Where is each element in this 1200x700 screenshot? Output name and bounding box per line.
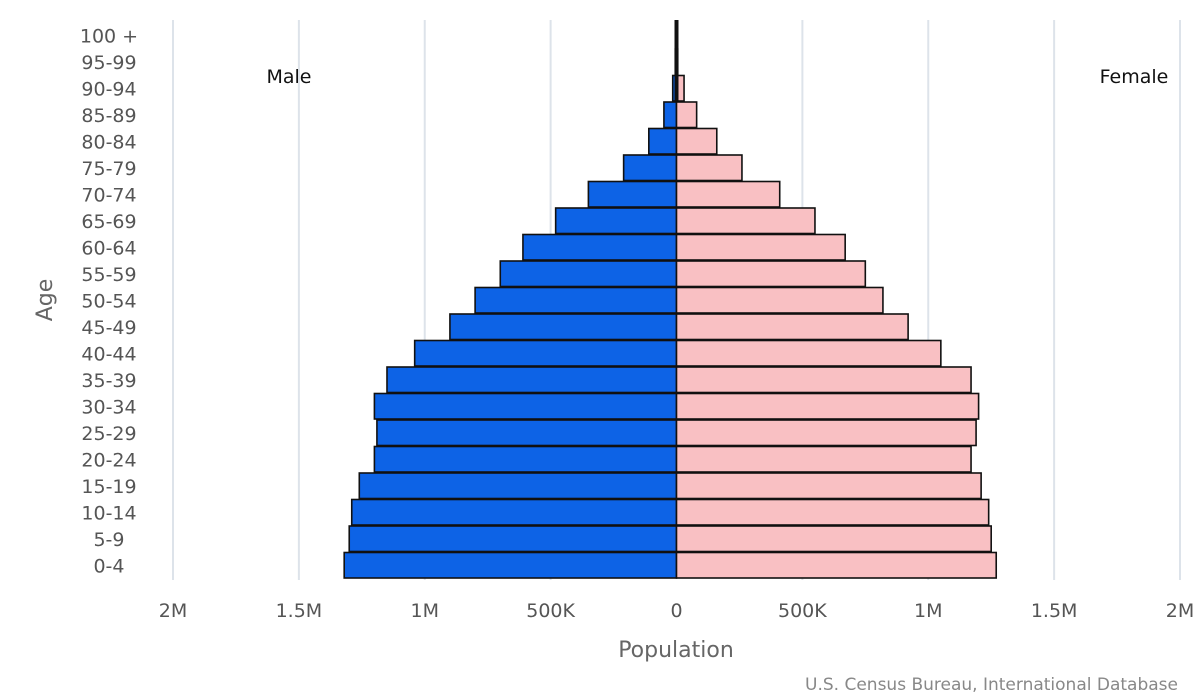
y-tick-label: 70-74 [81,184,136,206]
female-bar [675,260,867,288]
x-tick-labels: 2M 1.5M 1M 500K 0 500K 1M 1.5M 2M [159,600,1194,622]
y-tick-label: 80-84 [81,131,136,153]
y-tick-label: 45-49 [81,317,136,339]
y-tick-label: 65-69 [81,211,136,233]
female-bar [675,551,998,579]
male-side-label: Male [266,66,311,88]
x-tick-label: 2M [1166,600,1194,622]
x-axis-title: Population [618,638,734,663]
male-bar [449,313,678,341]
male-bar [373,392,678,420]
x-tick-label: 0 [670,600,682,622]
female-side-label: Female [1100,66,1169,88]
male-bar [373,445,678,473]
y-tick-label: 55-59 [81,264,136,286]
male-bar [499,260,678,288]
y-tick-label: 5-9 [93,529,124,551]
female-bar [675,180,781,208]
male-bar [376,419,678,447]
x-tick-label: 500K [526,600,575,622]
male-bar [648,127,678,155]
male-bar [522,233,678,261]
female-bar [675,313,909,341]
female-bar [675,101,698,129]
female-bar [675,154,743,182]
bars [343,21,998,579]
male-bar [358,472,678,500]
y-tick-label: 40-44 [81,343,136,365]
male-bar [663,101,678,129]
y-tick-label: 35-39 [81,370,136,392]
male-bar [622,154,678,182]
y-tick-label: 90-94 [81,78,136,100]
y-tick-label: 10-14 [81,502,136,524]
y-tick-label: 0-4 [93,555,124,577]
male-bar [474,286,678,314]
x-tick-label: 500K [778,600,827,622]
y-tick-label: 100 + [80,25,138,47]
male-bar [413,339,678,367]
source-credit: U.S. Census Bureau, International Databa… [805,675,1178,695]
y-tick-label: 95-99 [81,52,136,74]
y-tick-label: 85-89 [81,105,136,127]
x-tick-label: 2M [159,600,187,622]
female-bar [675,472,982,500]
male-bar [350,498,678,526]
female-bar [675,233,846,261]
male-bar [343,551,678,579]
y-tick-label: 20-24 [81,449,136,471]
male-bar [348,525,678,553]
female-bar [675,392,980,420]
x-tick-label: 1M [914,600,942,622]
y-tick-label: 30-34 [81,396,136,418]
female-bar [675,286,884,314]
male-bar [587,180,678,208]
y-axis-title: Age [33,279,58,322]
x-tick-label: 1.5M [1031,600,1078,622]
x-tick-label: 1M [411,600,439,622]
female-bar [675,127,718,155]
female-bar [675,445,972,473]
y-tick-label: 60-64 [81,237,136,259]
y-tick-label: 75-79 [81,158,136,180]
male-bar [554,207,678,235]
female-bar [675,339,942,367]
y-tick-label: 15-19 [81,476,136,498]
female-bar [675,419,977,447]
female-bar [675,366,972,394]
female-bar [675,525,992,553]
x-tick-label: 1.5M [276,600,323,622]
female-bar [675,498,990,526]
y-tick-label: 25-29 [81,423,136,445]
y-tick-label: 50-54 [81,290,136,312]
female-bar [675,207,816,235]
male-bar [386,366,678,394]
y-tick-labels: 0-4 5-9 10-14 15-19 20-24 25-29 30-34 35-39 40-4… [80,25,138,577]
